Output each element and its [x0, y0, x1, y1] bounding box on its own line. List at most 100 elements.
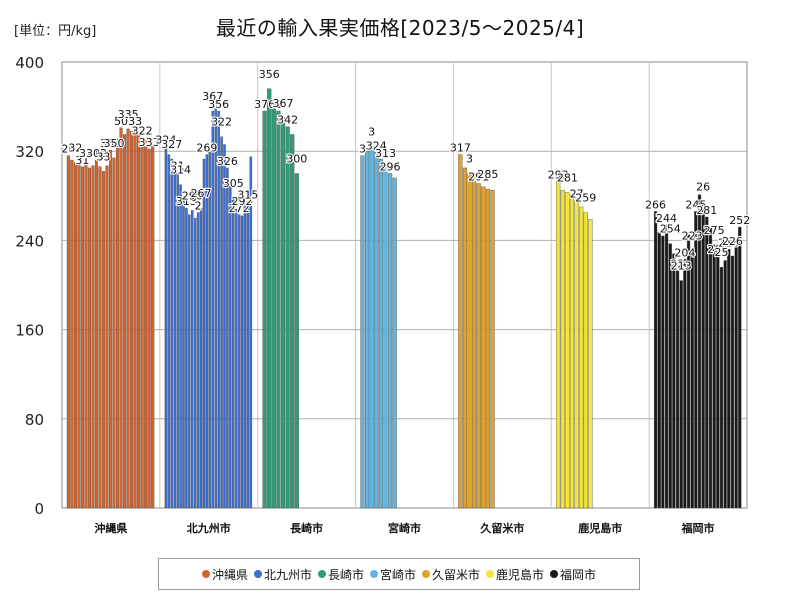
bar — [472, 177, 477, 509]
data-label: 213 — [671, 260, 692, 273]
bar — [170, 158, 174, 509]
data-label: 302 — [86, 147, 107, 160]
data-label: 322 — [211, 116, 232, 129]
bar — [243, 204, 247, 509]
data-label: 266 — [645, 198, 666, 211]
data-label: 50 — [114, 115, 128, 128]
bar — [105, 165, 109, 509]
legend-marker — [550, 570, 559, 578]
legend-label: 長崎市 — [327, 567, 364, 582]
legend-item: 久留米市 — [422, 566, 480, 583]
data-label: 324 — [155, 134, 176, 147]
data-label: 291 — [468, 171, 489, 184]
bar — [173, 167, 176, 509]
data-label: 26 — [61, 143, 75, 156]
legend-marker — [201, 570, 210, 578]
data-label: 22 — [671, 258, 685, 271]
bar — [387, 173, 393, 509]
y-tick-label: 0 — [34, 500, 44, 518]
data-label: 296 — [380, 161, 401, 174]
data-label: 285 — [477, 168, 498, 181]
bar — [234, 208, 238, 509]
bar — [179, 184, 182, 509]
data-label: 367 — [202, 90, 223, 103]
bar — [167, 154, 171, 509]
series-1 — [164, 98, 253, 509]
bar — [232, 197, 235, 509]
bar — [458, 154, 463, 509]
data-label: 350 — [104, 137, 125, 150]
bar — [144, 139, 148, 509]
bar — [77, 164, 81, 509]
legend-item: 鹿児島市 — [486, 566, 544, 583]
data-label: 26 — [696, 180, 710, 193]
bar — [705, 216, 709, 509]
bar — [661, 235, 665, 509]
data-label: 244 — [656, 212, 677, 225]
bar — [229, 184, 232, 509]
series-3 — [360, 146, 397, 509]
data-label: 32 — [68, 141, 82, 154]
bar — [364, 150, 370, 509]
x-tick-label: 沖縄県 — [94, 521, 127, 535]
bar — [481, 186, 486, 509]
data-label: 317 — [450, 142, 471, 155]
bar — [137, 133, 141, 509]
data-label: 356 — [208, 98, 229, 111]
bar — [668, 243, 672, 509]
data-label: 2 — [195, 200, 202, 213]
bar — [467, 173, 472, 509]
bar — [556, 181, 561, 509]
legend-item: 宮崎市 — [369, 566, 416, 583]
bar — [392, 177, 397, 509]
legend-label: 福岡市 — [560, 567, 597, 582]
data-label: 290 — [182, 189, 203, 202]
series-6 — [653, 194, 742, 509]
bar — [220, 136, 223, 509]
bar — [719, 266, 724, 509]
bar — [730, 255, 735, 509]
bar — [140, 145, 144, 509]
data-label: 245 — [685, 198, 706, 211]
x-tick-label: 長崎市 — [290, 521, 323, 535]
bar — [191, 210, 194, 509]
bar — [126, 128, 130, 509]
legend-label: 沖縄県 — [211, 567, 248, 582]
bar — [119, 127, 123, 509]
bar — [249, 156, 253, 509]
bar — [579, 206, 584, 509]
x-tick-label: 鹿児島市 — [578, 521, 622, 535]
data-label: 27 — [570, 187, 584, 200]
bar — [130, 130, 134, 509]
x-tick-label: 久留米市 — [480, 521, 524, 535]
bar — [223, 144, 226, 509]
bar — [734, 244, 738, 509]
bar — [246, 201, 250, 509]
bar — [123, 134, 127, 509]
legend-item: 長崎市 — [317, 566, 364, 583]
data-label: 335 — [118, 108, 139, 121]
data-label: 321 — [79, 147, 100, 160]
bar — [66, 155, 70, 509]
bar — [205, 154, 209, 509]
bar — [101, 171, 106, 509]
data-label: 267 — [191, 187, 212, 200]
bar — [262, 110, 267, 509]
bar — [588, 219, 593, 509]
data-label: 305 — [223, 177, 244, 190]
legend-label: 久留米市 — [432, 567, 481, 582]
bar — [462, 167, 468, 509]
x-tick-label: 北九州市 — [187, 521, 231, 535]
bar — [476, 183, 481, 509]
y-tick-label: 160 — [15, 322, 44, 340]
bar — [690, 250, 694, 509]
legend: 沖縄県 北九州市 長崎市 宮崎市 久留米市 鹿児島市 福岡市 — [158, 558, 640, 590]
bar — [712, 244, 716, 509]
bar — [196, 212, 200, 509]
data-label: 326 — [217, 155, 238, 168]
data-label: 261 — [707, 243, 728, 256]
bar — [383, 167, 388, 509]
bar — [276, 110, 281, 509]
data-label: 314 — [170, 164, 191, 177]
data-label: 335 — [100, 137, 121, 150]
